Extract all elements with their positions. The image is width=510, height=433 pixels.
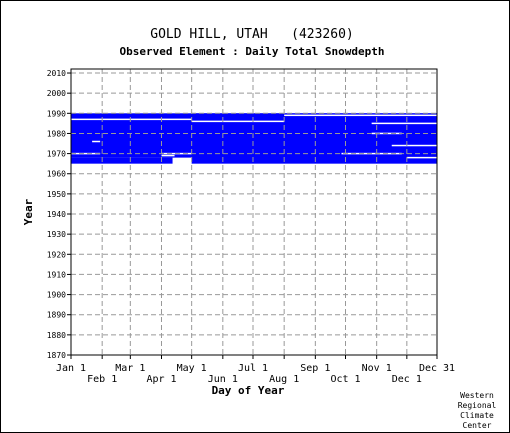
y-tick-label-1980: 1980 xyxy=(47,129,66,138)
x-tick-label-upper-4: Sep 1 xyxy=(300,363,330,374)
y-tick-label-1880: 1880 xyxy=(47,331,66,340)
data-layer xyxy=(71,113,437,164)
y-tick-label-1890: 1890 xyxy=(47,311,66,320)
credit-line-2: Climate xyxy=(460,411,494,420)
missing-data-gap-5 xyxy=(92,140,101,143)
x-tick-label-lower-0: Feb 1 xyxy=(87,374,117,385)
x-tick-label-upper-0: Jan 1 xyxy=(56,363,86,374)
y-tick-label-1970: 1970 xyxy=(47,150,66,159)
x-tick-label-upper-2: May 1 xyxy=(177,363,207,374)
y-tick-label-1990: 1990 xyxy=(47,109,66,118)
credit-line-1: Regional xyxy=(458,401,497,410)
y-tick-label-1870: 1870 xyxy=(47,351,66,360)
y-tick-label-1900: 1900 xyxy=(47,291,66,300)
missing-data-gap-7 xyxy=(71,152,101,155)
y-tick-label-1910: 1910 xyxy=(47,270,66,279)
missing-data-gap-11 xyxy=(406,156,437,159)
credit-line-3: Center xyxy=(463,421,492,430)
missing-data-gap-2 xyxy=(284,114,437,117)
y-tick-label-1920: 1920 xyxy=(47,250,66,259)
grid-layer xyxy=(71,69,437,356)
missing-data-gap-3 xyxy=(371,122,437,125)
missing-data-gap-1 xyxy=(191,120,285,123)
tick-layer: 1870 1880 1890 1900 1910 1920 1930 1940 1950 1960… xyxy=(47,69,455,385)
chart-title: GOLD HILL, UTAH (423260) xyxy=(150,27,354,42)
missing-data-gap-0 xyxy=(71,118,192,121)
plot-area xyxy=(70,68,438,356)
y-tick-label-2000: 2000 xyxy=(47,89,66,98)
data-range-0-1 xyxy=(71,157,173,164)
x-axis-label: Day of Year xyxy=(212,384,285,397)
x-tick-label-lower-3: Aug 1 xyxy=(269,374,299,385)
x-tick-label-lower-2: Jun 1 xyxy=(208,374,238,385)
y-tick-label-2010: 2010 xyxy=(47,69,66,78)
y-axis-label: Year xyxy=(22,198,35,225)
x-tick-label-lower-4: Oct 1 xyxy=(330,374,360,385)
y-tick-label-1940: 1940 xyxy=(47,210,66,219)
missing-data-gap-9 xyxy=(161,154,175,157)
x-tick-label-upper-1: Mar 1 xyxy=(115,363,145,374)
y-tick-label-1930: 1930 xyxy=(47,230,66,239)
x-tick-label-lower-5: Dec 1 xyxy=(392,374,422,385)
y-tick-label-1950: 1950 xyxy=(47,190,66,199)
x-tick-label-lower-1: Apr 1 xyxy=(146,374,176,385)
y-tick-label-1960: 1960 xyxy=(47,170,66,179)
x-tick-label-upper-5: Nov 1 xyxy=(362,363,392,374)
missing-data-gap-6 xyxy=(391,144,437,147)
x-tick-label-upper-6: Dec 31 xyxy=(419,363,455,374)
chart-subtitle: Observed Element : Daily Total Snowdepth xyxy=(120,45,385,58)
x-tick-label-upper-3: Jul 1 xyxy=(238,363,268,374)
credit-line-0: Western xyxy=(460,391,494,400)
